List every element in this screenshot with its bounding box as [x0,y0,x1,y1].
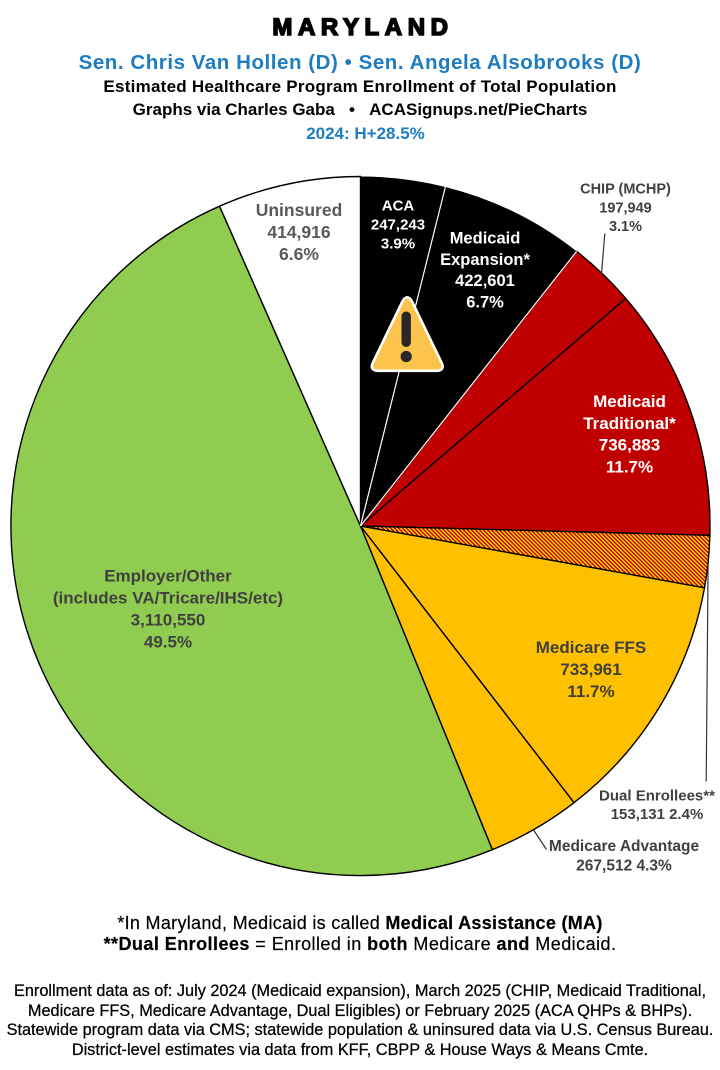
svg-text:Dual Enrollees**: Dual Enrollees** [599,787,715,804]
svg-text:ACA: ACA [382,197,415,214]
svg-text:3.9%: 3.9% [381,235,415,252]
svg-text:736,883: 736,883 [599,436,660,455]
svg-text:Medicare Advantage: Medicare Advantage [549,838,700,855]
svg-text:3,110,550: 3,110,550 [131,611,206,630]
svg-text:Expansion*: Expansion* [440,251,530,269]
svg-text:(includes VA/Tricare/IHS/etc): (includes VA/Tricare/IHS/etc) [53,589,283,608]
svg-text:Employer/Other: Employer/Other [104,567,232,586]
svg-text:11.7%: 11.7% [606,457,653,476]
svg-text:414,916: 414,916 [267,222,331,242]
svg-text:CHIP (MCHP): CHIP (MCHP) [580,182,671,198]
svg-text:247,243: 247,243 [371,216,425,233]
svg-text:11.7%: 11.7% [567,682,614,701]
svg-text:Medicaid: Medicaid [593,392,666,411]
svg-text:Medicaid: Medicaid [450,230,521,248]
svg-text:Uninsured: Uninsured [256,200,343,220]
svg-text:49.5%: 49.5% [144,633,192,652]
svg-text:197,949: 197,949 [599,200,651,216]
svg-text:6.7%: 6.7% [466,294,504,312]
svg-text:Traditional*: Traditional* [583,414,676,433]
svg-text:267,512 4.3%: 267,512 4.3% [576,858,672,875]
svg-text:733,961: 733,961 [560,660,621,679]
svg-text:422,601: 422,601 [455,272,515,290]
svg-text:6.6%: 6.6% [279,244,319,264]
svg-text:3.1%: 3.1% [609,219,642,235]
svg-text:153,131 2.4%: 153,131 2.4% [611,806,704,823]
svg-text:Medicare FFS: Medicare FFS [536,638,647,657]
